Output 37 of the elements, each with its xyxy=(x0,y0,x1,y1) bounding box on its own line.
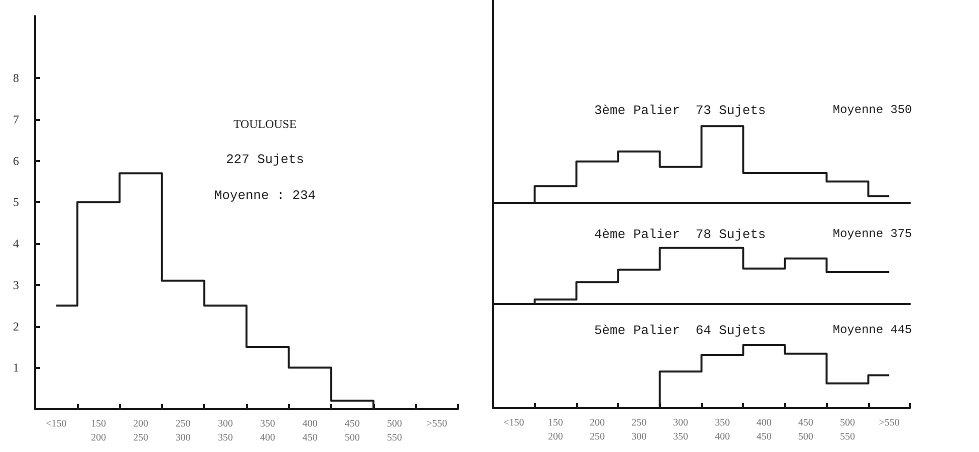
x-tick-label: 400 450 xyxy=(756,418,772,442)
x-tick-label: 150 200 xyxy=(548,418,564,442)
x-tick-label: 400 450 xyxy=(302,418,318,444)
y-tick-label: 2 xyxy=(13,319,19,334)
x-tick-label: 350 400 xyxy=(260,418,276,444)
x-tick-label: 250 300 xyxy=(631,418,646,442)
x-tick-label: 500 550 xyxy=(840,418,855,442)
x-tick-label: 300 350 xyxy=(673,418,688,442)
x-tick-label: 200 250 xyxy=(590,418,605,442)
x-tick-label: >550 xyxy=(426,418,448,430)
chart-title: 5ème Palier 64 Sujets xyxy=(594,323,766,338)
annotation: 227 Sujets xyxy=(226,152,304,167)
y-tick-label: 8 xyxy=(13,71,19,86)
text: Moyenne 375 xyxy=(832,227,912,241)
x-tick-label: 350 400 xyxy=(714,418,730,442)
x-tick-label: 250 300 xyxy=(176,418,191,444)
annotation: Moyenne : 234 xyxy=(214,188,316,203)
y-tick-label: 7 xyxy=(13,112,19,126)
x-tick-label: <150 xyxy=(504,418,524,428)
x-tick-label: 500 550 xyxy=(387,418,402,444)
y-tick-label: 3 xyxy=(13,278,19,292)
x-tick-label: >550 xyxy=(878,418,900,428)
annotation: TOULOUSE xyxy=(233,117,297,131)
x-tick-label: <150 xyxy=(46,418,66,430)
chart-title: 4ème Palier 78 Sujets xyxy=(594,227,766,242)
text: Moyenne 350 xyxy=(832,103,912,117)
x-tick-label: 200 250 xyxy=(133,418,148,444)
y-tick-label: 4 xyxy=(13,236,19,251)
y-tick-label: 1 xyxy=(13,360,19,375)
y-tick-label: 5 xyxy=(13,195,19,210)
y-tick-label: 6 xyxy=(13,154,19,168)
x-tick-label: 150 200 xyxy=(90,418,106,444)
text: Moyenne 445 xyxy=(832,323,912,337)
x-tick-label: 450 500 xyxy=(798,418,814,442)
x-tick-label: 300 350 xyxy=(218,418,233,444)
chart-title: 3ème Palier 73 Sujets xyxy=(594,103,766,118)
x-tick-label: 450 500 xyxy=(344,418,360,444)
